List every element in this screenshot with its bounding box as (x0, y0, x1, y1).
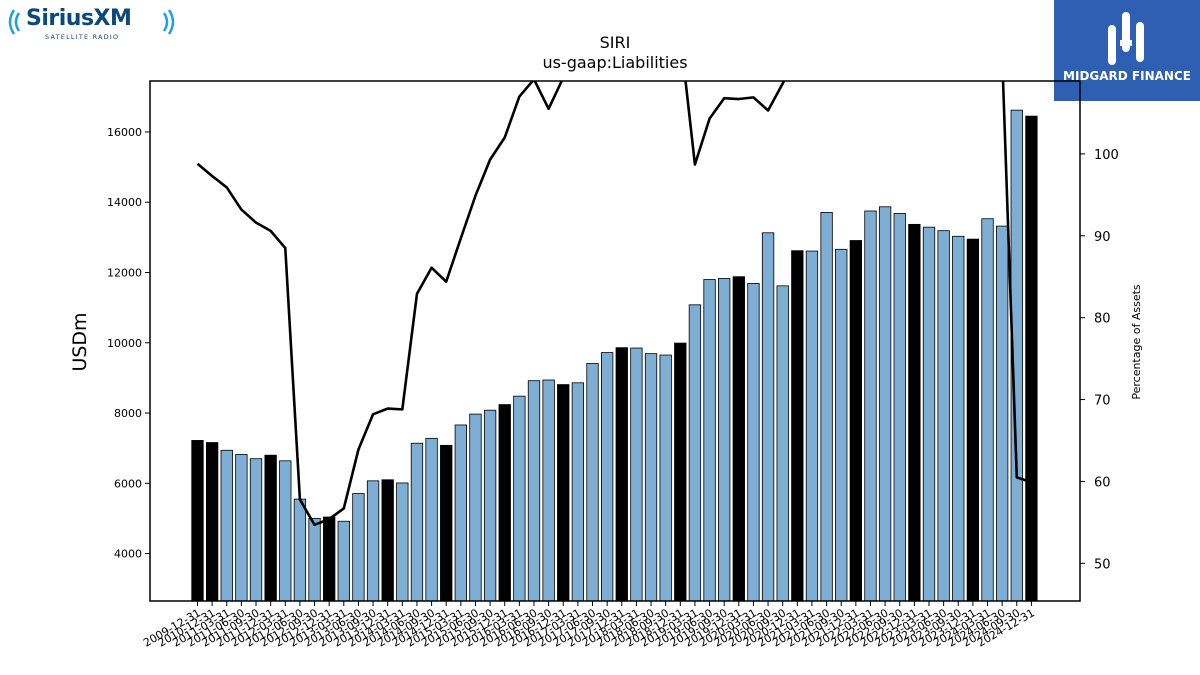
bar-2015-09-30 (483, 409, 497, 602)
bar-2012-12-31 (323, 516, 336, 602)
bar-2020-06-30 (761, 232, 775, 602)
bar-2013-12-31 (381, 479, 394, 602)
bar-2020-09-30 (776, 285, 789, 602)
bar-2016-06-30 (527, 380, 541, 602)
bar-2018-12-31 (674, 342, 687, 602)
bar-2015-03-31 (454, 424, 467, 602)
midgard-finance-wordmark: MIDGARD FINANCE (1063, 69, 1191, 83)
bar-2014-12-31 (440, 444, 453, 602)
bar-2024-06-30 (996, 225, 1009, 602)
y-tick-label: 8000 (114, 407, 142, 420)
bar-2014-03-31 (396, 482, 409, 602)
bar-2012-06-30 (293, 498, 307, 602)
bar-2015-06-30 (469, 413, 482, 602)
bar-2024-03-31 (981, 218, 994, 602)
bar-2011-12-31 (264, 454, 277, 602)
bar-2021-09-30 (835, 248, 848, 602)
bar-2016-09-30 (542, 379, 555, 602)
bar-2019-12-31 (732, 276, 745, 602)
midgard-emblem-icon (1108, 12, 1144, 65)
bar-2019-09-30 (718, 278, 731, 602)
y2-tick-label: 70 (1094, 394, 1111, 409)
bar-2022-12-31 (908, 223, 921, 602)
chart-title: SIRI (600, 33, 631, 52)
percentage-of-assets-line (196, 81, 1032, 527)
y-axis-right: 50 60 70 80 90 100 (1080, 148, 1119, 572)
y-tick-label: 14000 (107, 196, 142, 209)
bar-2011-03-31 (220, 449, 233, 602)
bar-2017-06-30 (586, 363, 599, 602)
y-axis-label: USDm (69, 312, 91, 371)
bar-2024-12-31 (1025, 115, 1038, 602)
y2-tick-label: 50 (1094, 557, 1111, 572)
bar-2010-12-31 (205, 442, 219, 602)
siriusxm-logo: SiriusXM SATELLITE RADIO (4, 4, 184, 44)
bar-2017-12-31 (615, 347, 628, 602)
bar-2023-09-30 (952, 235, 965, 602)
bar-2021-12-31 (849, 240, 862, 602)
y-tick-label: 10000 (107, 337, 142, 350)
bar-2015-12-31 (498, 404, 511, 602)
bar-2023-06-30 (937, 230, 950, 602)
radio-waves-icon (8, 9, 175, 35)
bar-2011-06-30 (235, 454, 248, 602)
bar-2022-06-30 (878, 206, 892, 602)
bar-2021-06-30 (820, 212, 833, 602)
bar-2013-09-30 (366, 480, 380, 602)
bar-2018-09-30 (659, 354, 672, 602)
plot-frame (149, 80, 1081, 602)
midgard-finance-logo: MIDGARD FINANCE (1054, 0, 1200, 101)
bar-2021-03-31 (805, 250, 819, 602)
y-axis-left: 4000 6000 8000 10000 12000 14000 16000 (107, 126, 150, 561)
bar-2014-09-30 (425, 437, 438, 602)
bar-2009-12-31 (191, 440, 204, 602)
y2-tick-label: 90 (1094, 230, 1111, 245)
y2-axis-label: Percentage of Assets (1130, 284, 1143, 400)
bar-2019-03-31 (688, 304, 702, 602)
bar-2016-12-31 (557, 384, 570, 602)
bar-2018-03-31 (630, 347, 643, 602)
y-tick-label: 12000 (107, 266, 142, 279)
y2-tick-label: 60 (1094, 475, 1111, 490)
bar-2020-12-31 (791, 250, 804, 602)
bar-2016-03-31 (513, 395, 526, 602)
bar-series (191, 109, 1038, 602)
bar-2022-03-31 (864, 210, 877, 602)
y-tick-label: 16000 (107, 126, 142, 139)
chart-subtitle: us-gaap:Liabilities (542, 53, 687, 72)
y2-tick-label: 100 (1094, 148, 1119, 163)
bar-2017-09-30 (600, 352, 614, 602)
siriusxm-wordmark: SiriusXM (26, 6, 132, 31)
bar-2012-09-30 (308, 518, 321, 602)
percentage-line-series (196, 81, 1032, 527)
bar-2017-03-31 (571, 382, 585, 602)
bar-2013-03-31 (337, 520, 350, 602)
bar-2023-03-31 (922, 226, 936, 602)
bar-2011-09-30 (249, 458, 263, 602)
bar-2014-06-30 (410, 442, 424, 602)
bar-2023-12-31 (966, 238, 980, 602)
bar-2012-03-31 (279, 460, 292, 602)
x-axis: 2009-12-312010-12-312011-03-312011-06-30… (141, 601, 1037, 650)
bar-2020-03-31 (747, 282, 760, 602)
y2-tick-label: 80 (1094, 312, 1111, 327)
bar-2018-06-30 (644, 353, 658, 602)
y-tick-label: 4000 (114, 548, 142, 561)
siriusxm-tagline: SATELLITE RADIO (45, 33, 120, 41)
bar-2013-06-30 (352, 493, 365, 602)
y-tick-label: 6000 (114, 477, 142, 490)
bar-2022-09-30 (893, 213, 906, 602)
bar-2019-06-30 (703, 279, 716, 602)
